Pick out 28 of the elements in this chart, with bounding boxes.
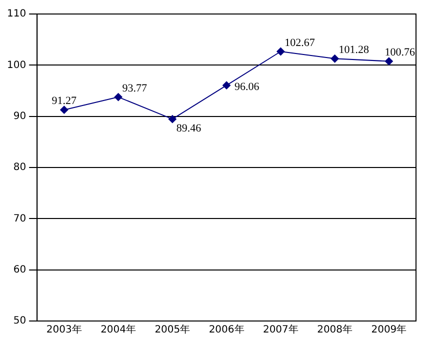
data-label: 91.27	[52, 95, 78, 108]
data-label: 93.77	[122, 82, 148, 94]
x-tick-label: 2005年	[154, 324, 190, 336]
x-tick-label: 2003年	[46, 324, 82, 336]
point	[60, 106, 68, 114]
point	[168, 115, 176, 124]
x-tick-label: 2006年	[208, 324, 244, 336]
x-tick-label: 2007年	[262, 324, 298, 336]
data-label: 96.06	[234, 81, 260, 94]
point	[384, 57, 393, 66]
y-tick-label: 60	[13, 264, 26, 276]
point	[114, 93, 122, 102]
y-tick-label: 50	[13, 316, 26, 327]
y-tick-label: 100	[6, 60, 26, 71]
x-tick-label: 2004年	[100, 324, 136, 336]
y-tick-label: 110	[6, 8, 26, 20]
point	[276, 48, 285, 56]
y-tick-label: 80	[13, 162, 26, 174]
y-tick-label: 90	[13, 110, 26, 122]
point	[330, 54, 339, 63]
y-tick-label: 70	[13, 213, 26, 224]
data-label: 100.76	[384, 46, 416, 59]
data-label: 102.67	[284, 36, 316, 49]
data-label: 101.28	[338, 44, 370, 56]
x-tick-label: 2009年	[371, 324, 407, 336]
point	[222, 81, 231, 90]
x-tick-label: 2008年	[317, 324, 353, 336]
data-label: 89.46	[176, 122, 202, 134]
